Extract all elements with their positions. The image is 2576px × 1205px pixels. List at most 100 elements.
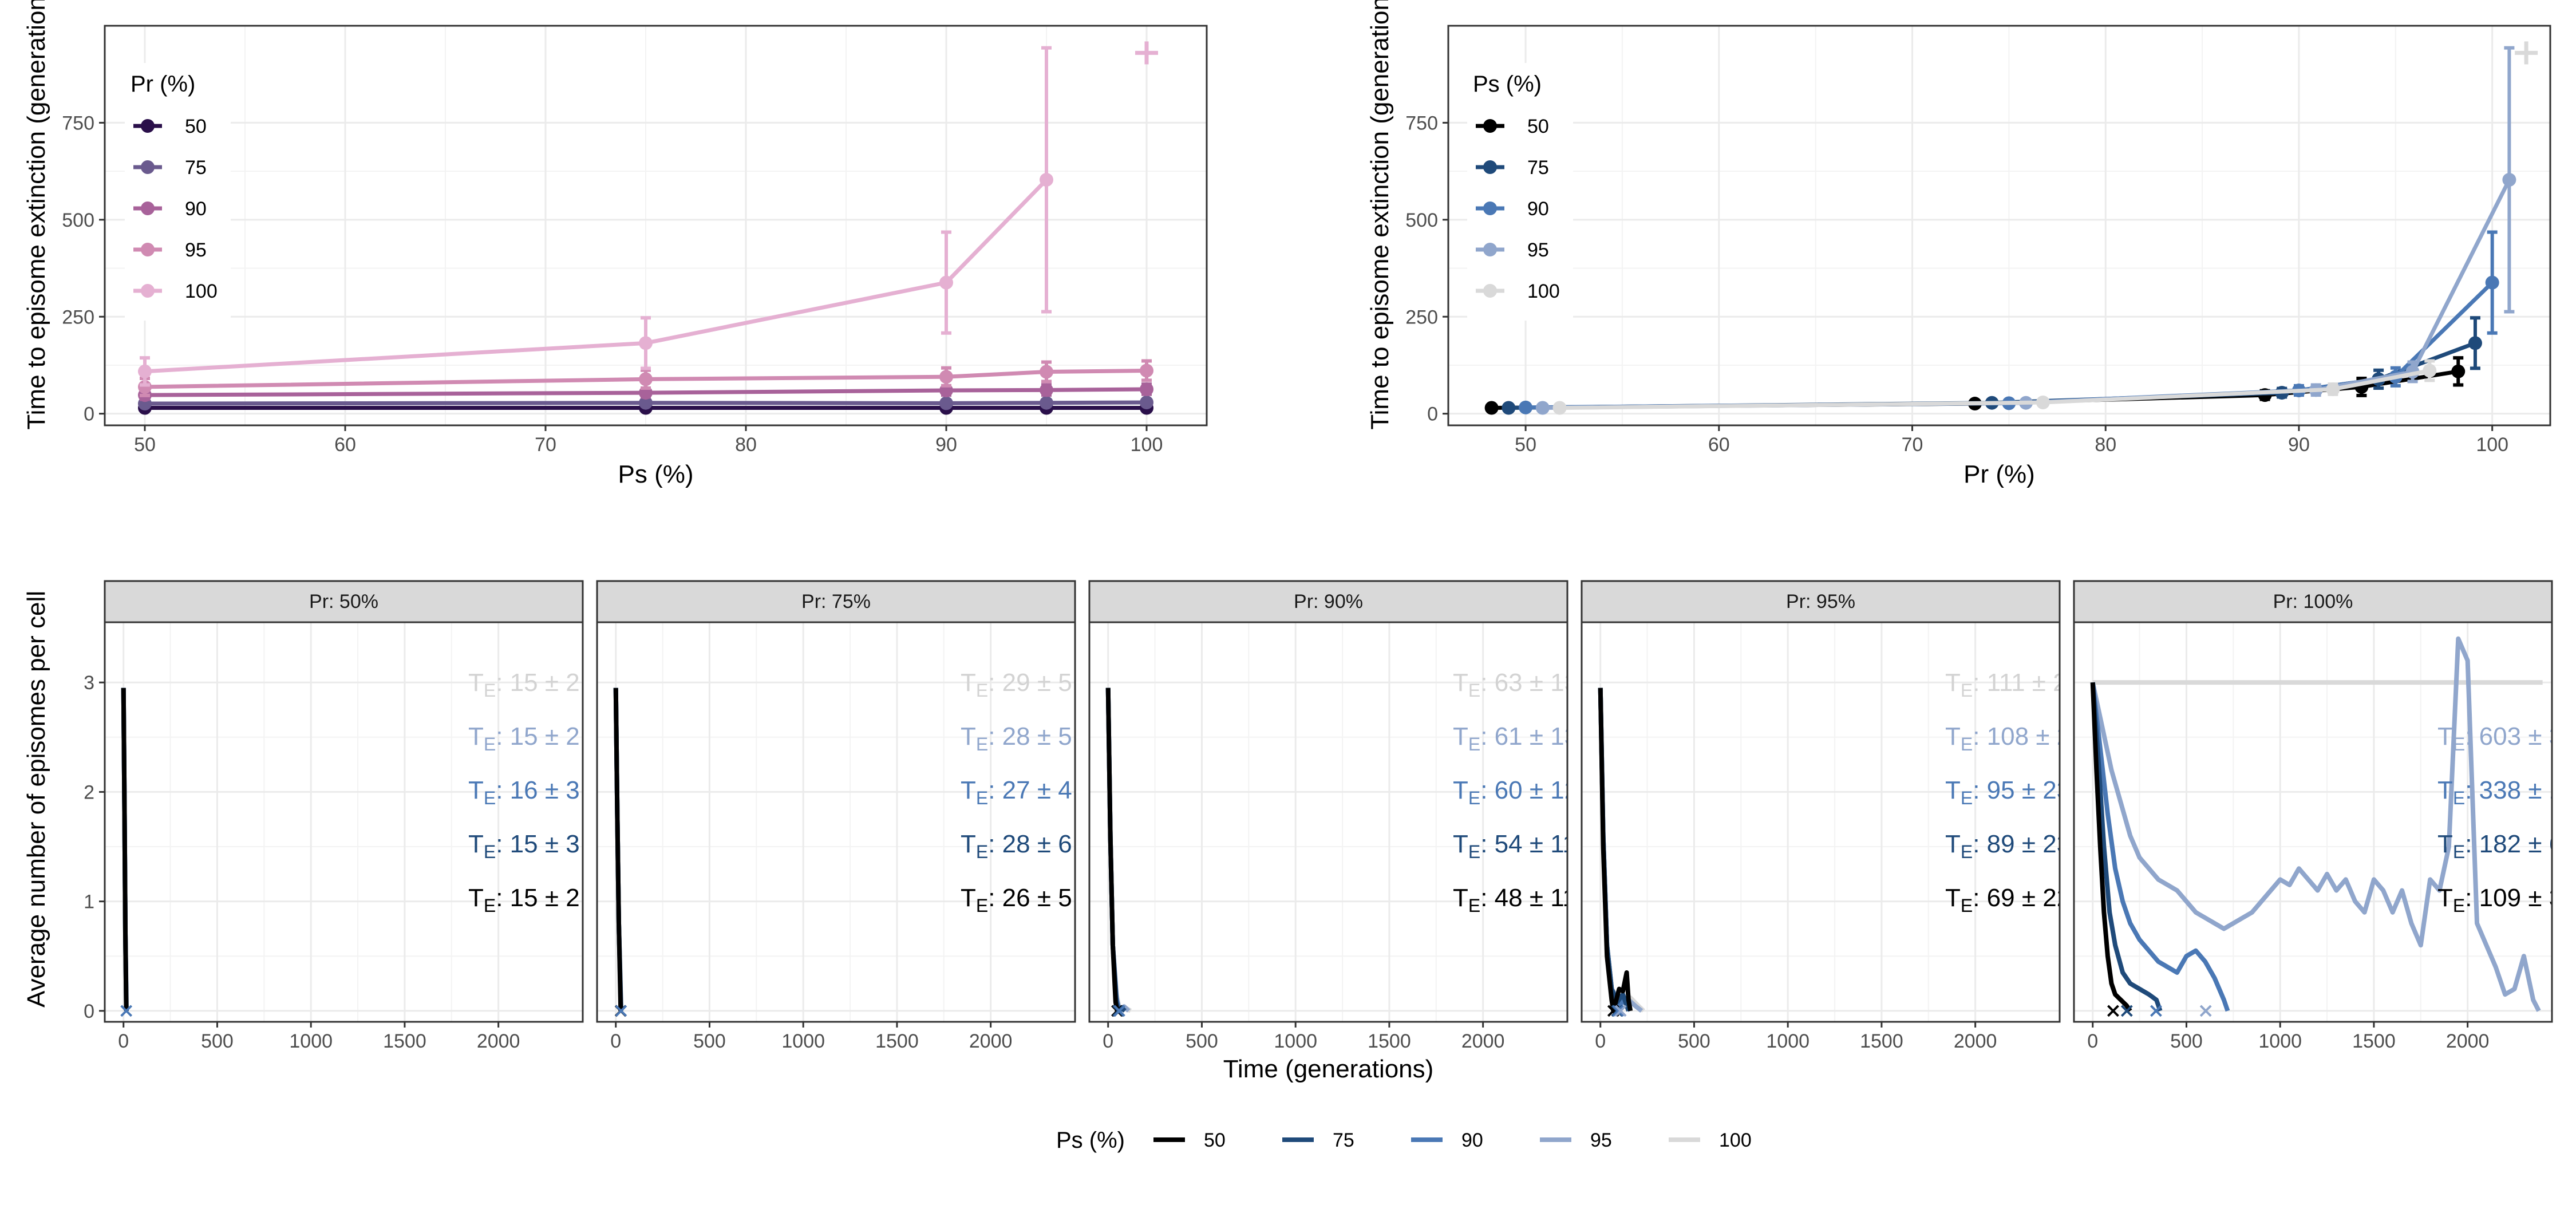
te-label: TE: 15 ± 2 [468, 722, 580, 754]
data-point-75 [1140, 396, 1153, 410]
te-symbol: T [1453, 669, 1468, 697]
legend-key-point [1483, 284, 1497, 298]
te-symbol: T [1453, 722, 1468, 750]
top-right-y-tick-label: 250 [1405, 306, 1438, 328]
data-point-100 [138, 364, 152, 378]
facet-strip-label: Pr: 50% [309, 591, 378, 613]
te-symbol: T [1453, 776, 1468, 804]
y-axis-title: Time to episome extinction (generations) [22, 0, 50, 430]
te-subscript: E [1961, 680, 1973, 701]
legend-label-50: 50 [185, 116, 207, 137]
te-annotations: TE: 29 ± 5TE: 28 ± 5TE: 27 ± 4TE: 28 ± 6… [961, 669, 1072, 916]
te-symbol: T [1453, 830, 1468, 858]
facet-x-tick-label: 1500 [2352, 1030, 2396, 1052]
te-subscript: E [484, 788, 496, 808]
te-symbol: T [2437, 830, 2453, 858]
legend-label-100: 100 [1527, 280, 1560, 302]
facet-panel: Pr: 75%TE: 29 ± 5TE: 28 ± 5TE: 27 ± 4TE:… [596, 580, 1076, 1052]
te-symbol: T [961, 722, 976, 750]
legend-label-75: 75 [185, 157, 207, 179]
top-right-border [1447, 25, 2551, 426]
facet-x-tick-label: 500 [1186, 1030, 1218, 1052]
extinction-mark [120, 1005, 133, 1017]
facet-x-tick-label: 500 [2170, 1030, 2203, 1052]
data-point-90 [1519, 400, 1533, 414]
top-left-x-tick-label: 70 [535, 434, 556, 456]
te-value: : 338 ± 130 [2465, 776, 2576, 804]
legend-background [1467, 63, 1573, 321]
legend-label-95: 95 [1590, 1129, 1612, 1151]
facet-bg [1582, 622, 2060, 1022]
facet-grid: Pr: 50%TE: 15 ± 2TE: 15 ± 2TE: 16 ± 3TE:… [22, 580, 2576, 1083]
data-point-100 [639, 336, 653, 350]
te-value: : 61 ± 13 [1480, 722, 1578, 750]
facet-x-tick-label: 0 [2087, 1030, 2098, 1052]
facet-x-tick-label: 2000 [2446, 1030, 2490, 1052]
top-left-border [104, 25, 1208, 426]
facet-border [2073, 621, 2553, 1023]
legend-label-90: 90 [185, 198, 207, 220]
te-label: TE: 54 ± 11 [1453, 830, 1577, 862]
te-value: : 109 ± 35 [2465, 884, 2576, 912]
te-subscript: E [976, 895, 988, 916]
legend-label-90: 90 [1527, 198, 1549, 220]
trajectory-line-50 [2090, 682, 2132, 1013]
data-point-75 [1502, 401, 1516, 415]
legend-label-75: 75 [1333, 1129, 1354, 1151]
top-right-x-tick-label: 60 [1708, 434, 1730, 456]
te-symbol: T [1945, 722, 1961, 750]
legend-label-50: 50 [1527, 116, 1549, 137]
data-point-95 [1535, 401, 1550, 415]
top-left-y-tick-label: 0 [84, 404, 94, 425]
facet-x-tick-label: 1000 [1274, 1030, 1317, 1052]
panel-top-left: 50 60 70 80 90 100 0 250 500 750 Ps (%) Time to epi… [22, 0, 1208, 488]
facet-strip-label: Pr: 95% [1786, 591, 1855, 613]
te-label: TE: 182 ± 65 [2437, 830, 2576, 862]
data-point-100 [2326, 382, 2340, 396]
x-axis-title: Time (generations) [1223, 1055, 1434, 1083]
legend-label-95: 95 [185, 239, 207, 261]
te-label: TE: 26 ± 5 [961, 884, 1072, 916]
te-subscript: E [1961, 734, 1973, 754]
te-subscript: E [976, 734, 988, 754]
extinction-mark [1612, 1005, 1625, 1017]
te-label: TE: 60 ± 12 [1453, 776, 1578, 808]
trajectory-line-50 [1598, 688, 1633, 1013]
y-axis-title: Time to episome extinction (generations) [1366, 0, 1394, 430]
te-subscript: E [1468, 680, 1480, 701]
top-right-x-tick-label: 90 [2288, 434, 2310, 456]
facet-strip [1581, 580, 2061, 623]
data-point-100 [2036, 396, 2050, 410]
legend-key-point [141, 202, 155, 215]
facet-x-tick-label: 1000 [289, 1030, 333, 1052]
te-subscript: E [2453, 734, 2465, 754]
trajectory-line-95 [2090, 636, 2541, 1012]
te-subscript: E [976, 788, 988, 808]
facet-strip [1088, 580, 1568, 623]
x-axis-title: Pr (%) [1963, 460, 2035, 488]
data-point-100 [1040, 173, 1053, 187]
data-point-95 [1040, 365, 1053, 379]
top-left-x-tick-label: 50 [134, 434, 156, 456]
te-value: : 29 ± 5 [988, 669, 1072, 697]
facet-bg [1089, 622, 1567, 1022]
bottom-legend: Ps (%) 50 75 90 95 100 [1056, 1128, 1752, 1153]
facet-x-tick-label: 500 [693, 1030, 726, 1052]
data-point-95 [639, 372, 653, 386]
te-value: : 15 ± 2 [496, 669, 579, 697]
facet-x-tick-label: 0 [1103, 1030, 1113, 1052]
extinction-mark [2150, 1005, 2162, 1017]
facet-x-tick-label: 500 [201, 1030, 234, 1052]
te-label: TE: 27 ± 4 [961, 776, 1072, 808]
legend-title: Ps (%) [1473, 72, 1542, 97]
facet-x-tick-label: 0 [118, 1030, 129, 1052]
te-subscript: E [1468, 788, 1480, 808]
te-value: : 182 ± 65 [2465, 830, 2576, 858]
te-label: TE: 338 ± 130 [2437, 776, 2576, 808]
y-axis-title: Average number of episomes per cell [22, 591, 50, 1008]
data-point-95 [1140, 364, 1153, 378]
data-point-75 [1040, 396, 1053, 410]
data-point-90 [1140, 382, 1153, 396]
